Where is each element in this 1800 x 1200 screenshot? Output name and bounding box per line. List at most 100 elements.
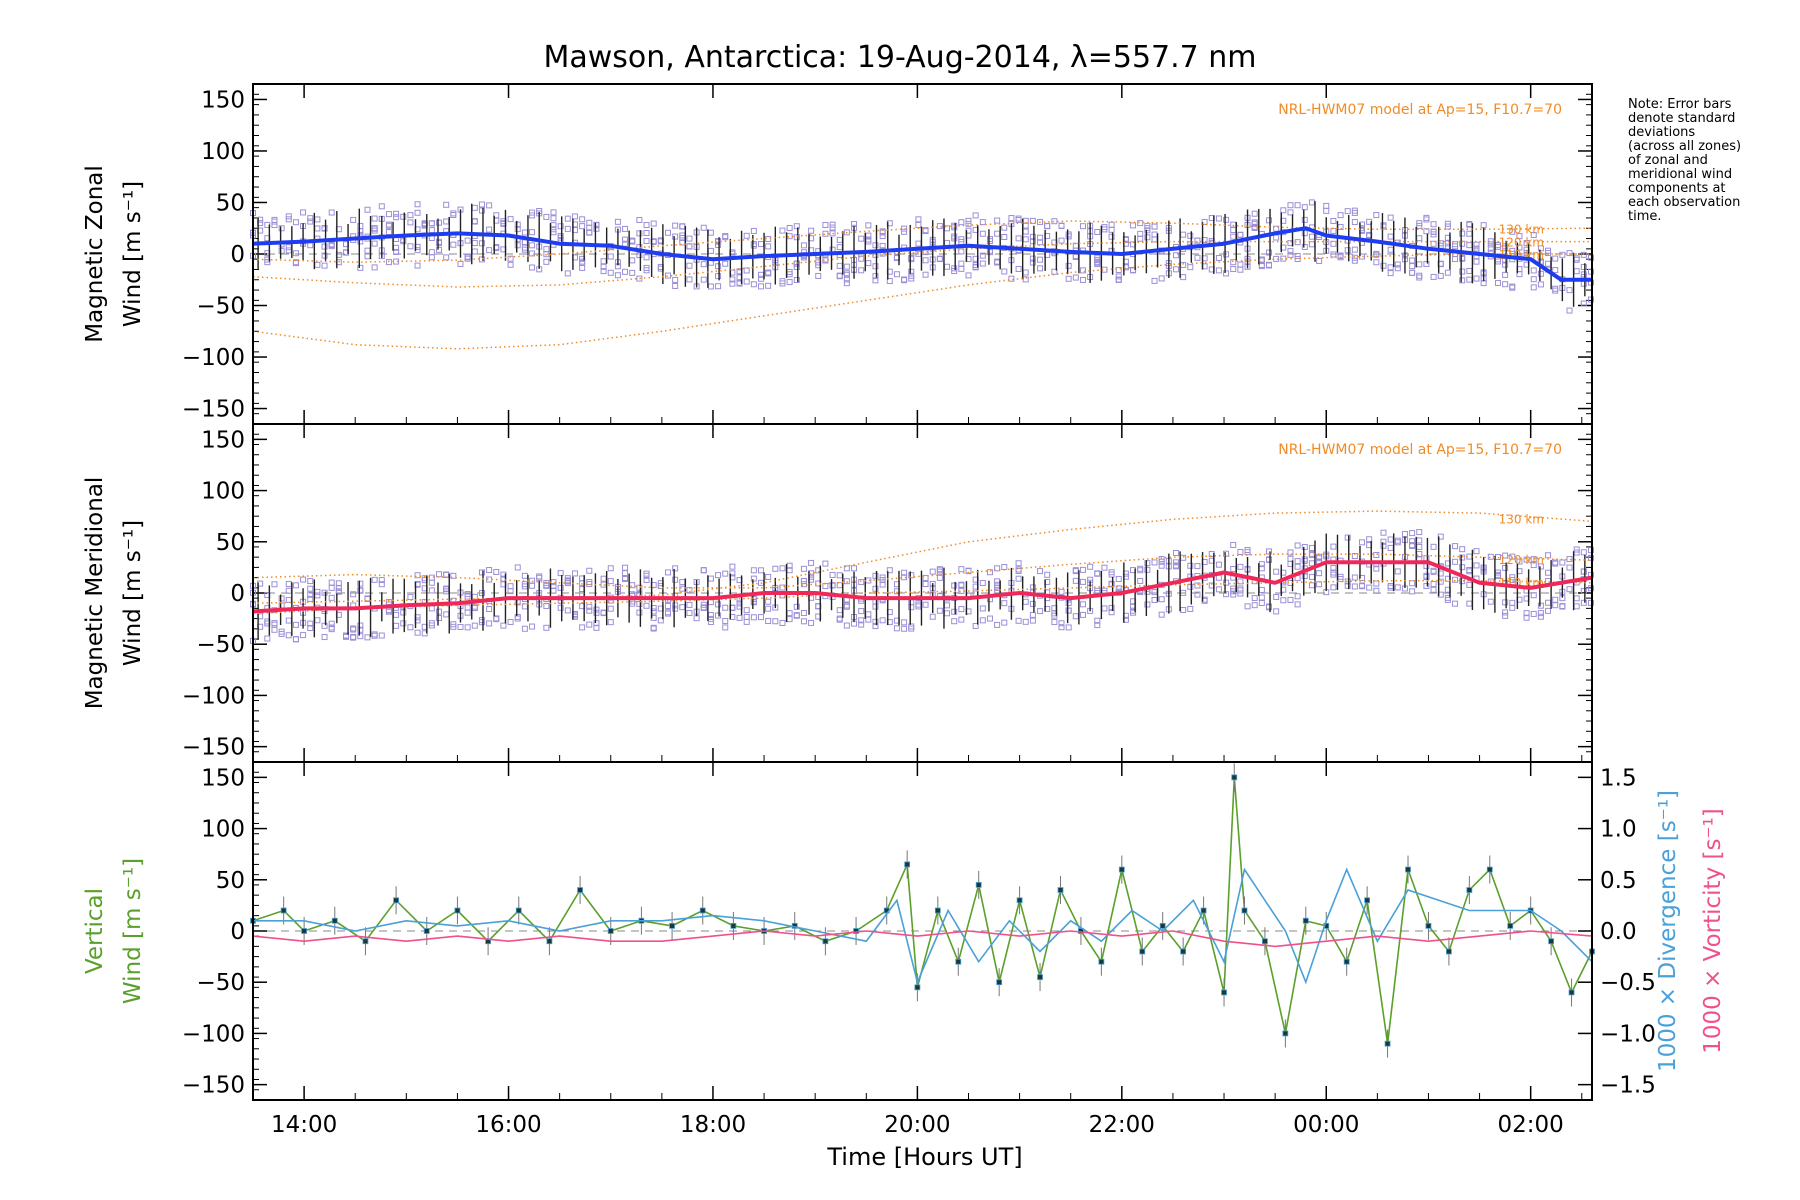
zone-sample (1151, 277, 1158, 284)
zone-sample (378, 577, 385, 584)
zone-sample (314, 261, 321, 268)
y2-tick-label: −1.0 (1600, 1021, 1656, 1047)
series-line (252, 930, 1593, 948)
zone-sample (1473, 548, 1480, 555)
zone-sample (664, 610, 671, 617)
zone-sample (1215, 215, 1222, 222)
zone-sample (543, 582, 550, 589)
zone-sample (743, 278, 750, 285)
zone-sample (1552, 255, 1559, 262)
zone-sample (1409, 538, 1416, 545)
zone-sample (557, 570, 564, 577)
zone-sample (1251, 602, 1258, 609)
vertical-point (1118, 866, 1125, 873)
vertical-point (996, 979, 1003, 986)
zone-sample (478, 240, 485, 247)
zone-sample (1587, 599, 1594, 606)
zone-sample (1473, 241, 1480, 248)
zone-sample (872, 277, 879, 284)
zone-sample (343, 633, 350, 640)
zone-sample (994, 565, 1001, 572)
zone-sample (400, 236, 407, 243)
zone-sample (1401, 531, 1408, 538)
zone-sample (1552, 287, 1559, 294)
zone-sample (1137, 235, 1144, 242)
zone-sample (328, 584, 335, 591)
zone-sample (1552, 285, 1559, 292)
zone-sample (1387, 544, 1394, 551)
zone-sample (700, 276, 707, 283)
zone-sample (758, 241, 765, 248)
zone-sample (972, 212, 979, 219)
zone-sample (1058, 620, 1065, 627)
vertical-point (934, 907, 941, 914)
zone-sample (629, 582, 636, 589)
zone-sample (1266, 261, 1273, 268)
zone-sample (543, 246, 550, 253)
note-line: of zonal and (1628, 153, 1708, 168)
zone-sample (471, 248, 478, 255)
zone-sample (378, 632, 385, 639)
zone-sample (707, 575, 714, 582)
zone-sample (529, 623, 536, 630)
zone-sample (1065, 233, 1072, 240)
zone-sample (357, 228, 364, 235)
zone-sample (385, 608, 392, 615)
zone-sample (922, 257, 929, 264)
zone-sample (271, 626, 278, 633)
zone-sample (1580, 588, 1587, 595)
zone-sample (979, 260, 986, 267)
zone-sample (321, 589, 328, 596)
y-tick-label: 150 (201, 765, 245, 791)
zone-sample (407, 219, 414, 226)
zone-sample (1029, 600, 1036, 607)
zone-sample (486, 606, 493, 613)
zone-sample (1001, 268, 1008, 275)
zone-sample (600, 581, 607, 588)
zone-sample (1509, 574, 1516, 581)
zone-sample (951, 224, 958, 231)
zone-sample (543, 213, 550, 220)
zone-sample (1466, 230, 1473, 237)
zone-sample (586, 567, 593, 574)
zone-sample (307, 242, 314, 249)
zone-sample (1452, 558, 1459, 565)
zone-sample (529, 212, 536, 219)
y2-tick-label: 0.5 (1600, 868, 1637, 894)
zone-sample (1580, 263, 1587, 270)
zone-sample (1587, 254, 1594, 261)
zone-sample (1430, 228, 1437, 235)
zone-sample (493, 616, 500, 623)
model-curve (252, 510, 1593, 604)
zone-sample (922, 227, 929, 234)
zone-sample (371, 240, 378, 247)
zone-sample (1359, 582, 1366, 589)
zone-sample (1037, 608, 1044, 615)
zone-sample (543, 258, 550, 265)
zone-sample (1416, 235, 1423, 242)
zone-sample (593, 609, 600, 616)
zone-sample (1237, 549, 1244, 556)
zone-sample (743, 267, 750, 274)
zone-sample (278, 247, 285, 254)
zone-sample (822, 221, 829, 228)
zone-sample (1094, 570, 1101, 577)
zone-sample (693, 615, 700, 622)
zone-sample (765, 243, 772, 250)
zone-sample (686, 601, 693, 608)
zone-sample (1294, 542, 1301, 549)
zone-sample (1545, 552, 1552, 559)
zone-sample (1509, 599, 1516, 606)
zone-sample (314, 225, 321, 232)
zone-sample (407, 243, 414, 250)
zone-sample (579, 624, 586, 631)
zone-sample (1215, 254, 1222, 261)
zone-sample (464, 237, 471, 244)
zone-sample (893, 625, 900, 632)
zone-sample (879, 581, 886, 588)
zone-sample (1029, 617, 1036, 624)
vertical-point (904, 861, 911, 868)
y-tick-label: 100 (201, 139, 245, 165)
zone-sample (722, 604, 729, 611)
zone-sample (407, 212, 414, 219)
